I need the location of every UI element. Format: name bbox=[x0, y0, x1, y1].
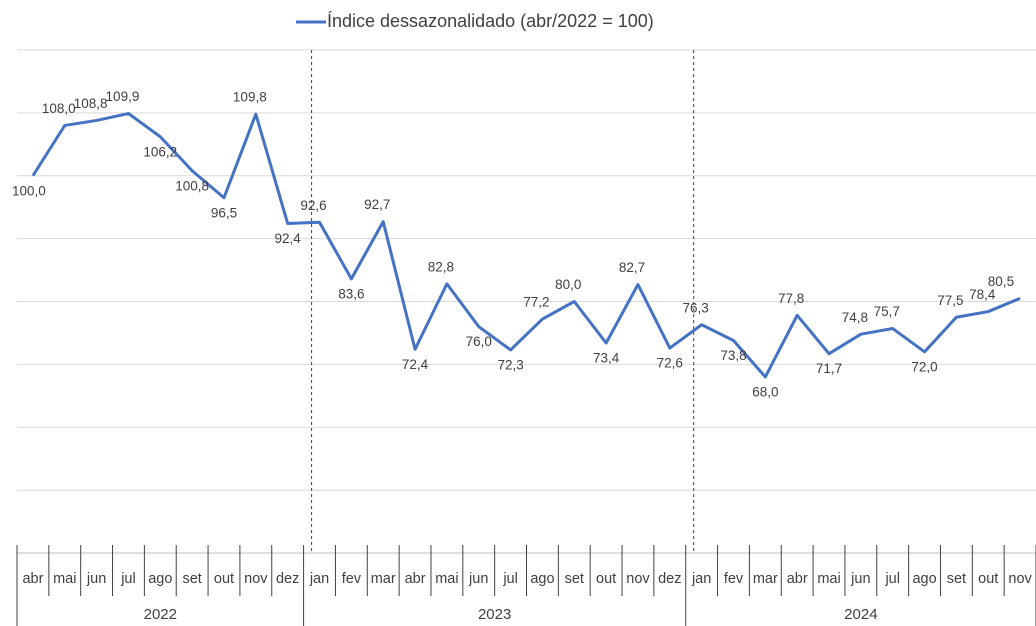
x-tick-label: mar bbox=[371, 571, 396, 587]
data-label: 78,4 bbox=[969, 287, 996, 302]
data-label: 68,0 bbox=[752, 385, 778, 400]
data-label: 75,7 bbox=[874, 304, 900, 319]
data-label: 100,0 bbox=[12, 183, 46, 198]
x-tick-label: out bbox=[596, 571, 616, 587]
x-tick-label: jan bbox=[309, 571, 329, 587]
x-tick-label: mai bbox=[435, 571, 458, 587]
data-label: 108,8 bbox=[74, 96, 108, 111]
x-tick-label: out bbox=[978, 571, 998, 587]
data-line bbox=[31, 112, 1021, 379]
legend-text: Índice dessazonalidado (abr/2022 = 100) bbox=[327, 11, 654, 31]
data-label: 92,4 bbox=[275, 231, 302, 246]
data-label: 76,0 bbox=[466, 334, 492, 349]
x-tick-label: nov bbox=[1008, 571, 1032, 587]
data-label: 72,6 bbox=[657, 356, 683, 371]
year-label: 2024 bbox=[844, 606, 877, 623]
data-label: 80,5 bbox=[988, 274, 1014, 289]
x-tick-label: jan bbox=[691, 571, 711, 587]
data-label: 82,7 bbox=[619, 260, 645, 275]
x-tick-label: abr bbox=[405, 571, 426, 587]
data-label: 109,8 bbox=[233, 90, 267, 105]
x-tick-label: mai bbox=[53, 571, 76, 587]
x-tick-label: set bbox=[565, 571, 584, 587]
x-tick-label: set bbox=[182, 571, 201, 587]
x-tick-label: nov bbox=[244, 571, 268, 587]
x-tick-label: ago bbox=[530, 571, 554, 587]
year-label: 2023 bbox=[478, 606, 511, 623]
x-tick-label: dez bbox=[658, 571, 681, 587]
x-tick-label: jun bbox=[850, 571, 870, 587]
data-label: 106,2 bbox=[143, 144, 177, 159]
x-tick-label: jul bbox=[502, 571, 518, 587]
x-tick-label: jun bbox=[468, 571, 488, 587]
data-label: 76,3 bbox=[683, 300, 709, 315]
x-tick-label: ago bbox=[912, 571, 936, 587]
data-label: 77,2 bbox=[523, 295, 549, 310]
data-label: 72,3 bbox=[497, 357, 523, 372]
x-tick-label: fev bbox=[724, 571, 744, 587]
x-tick-label: jun bbox=[86, 571, 106, 587]
data-label: 73,4 bbox=[593, 351, 620, 366]
x-tick-label: jul bbox=[884, 571, 900, 587]
x-tick-label: mar bbox=[753, 571, 778, 587]
data-label: 72,4 bbox=[402, 357, 429, 372]
x-tick-label: abr bbox=[22, 571, 43, 587]
x-tick-label: nov bbox=[626, 571, 650, 587]
data-label: 92,7 bbox=[364, 197, 390, 212]
data-label: 74,8 bbox=[842, 310, 868, 325]
year-label: 2022 bbox=[144, 606, 177, 623]
x-tick-label: set bbox=[947, 571, 966, 587]
data-label: 96,5 bbox=[211, 205, 237, 220]
x-tick-label: ago bbox=[148, 571, 172, 587]
data-label: 109,9 bbox=[106, 89, 140, 104]
data-label: 108,0 bbox=[42, 101, 76, 116]
data-label: 71,7 bbox=[816, 361, 842, 376]
x-tick-label: out bbox=[214, 571, 234, 587]
data-label: 92,6 bbox=[300, 198, 326, 213]
data-label: 80,0 bbox=[555, 277, 581, 292]
x-tick-label: fev bbox=[342, 571, 362, 587]
data-label: 83,6 bbox=[338, 286, 364, 301]
x-tick-label: abr bbox=[787, 571, 808, 587]
data-label: 100,8 bbox=[175, 178, 209, 193]
data-label: 77,5 bbox=[937, 293, 963, 308]
x-tick-label: mai bbox=[817, 571, 840, 587]
data-label: 82,8 bbox=[428, 259, 454, 274]
x-tick-label: dez bbox=[276, 571, 299, 587]
x-tick-label: jul bbox=[120, 571, 136, 587]
data-label: 77,8 bbox=[778, 291, 804, 306]
data-label: 72,0 bbox=[911, 359, 937, 374]
data-label: 73,8 bbox=[720, 348, 746, 363]
